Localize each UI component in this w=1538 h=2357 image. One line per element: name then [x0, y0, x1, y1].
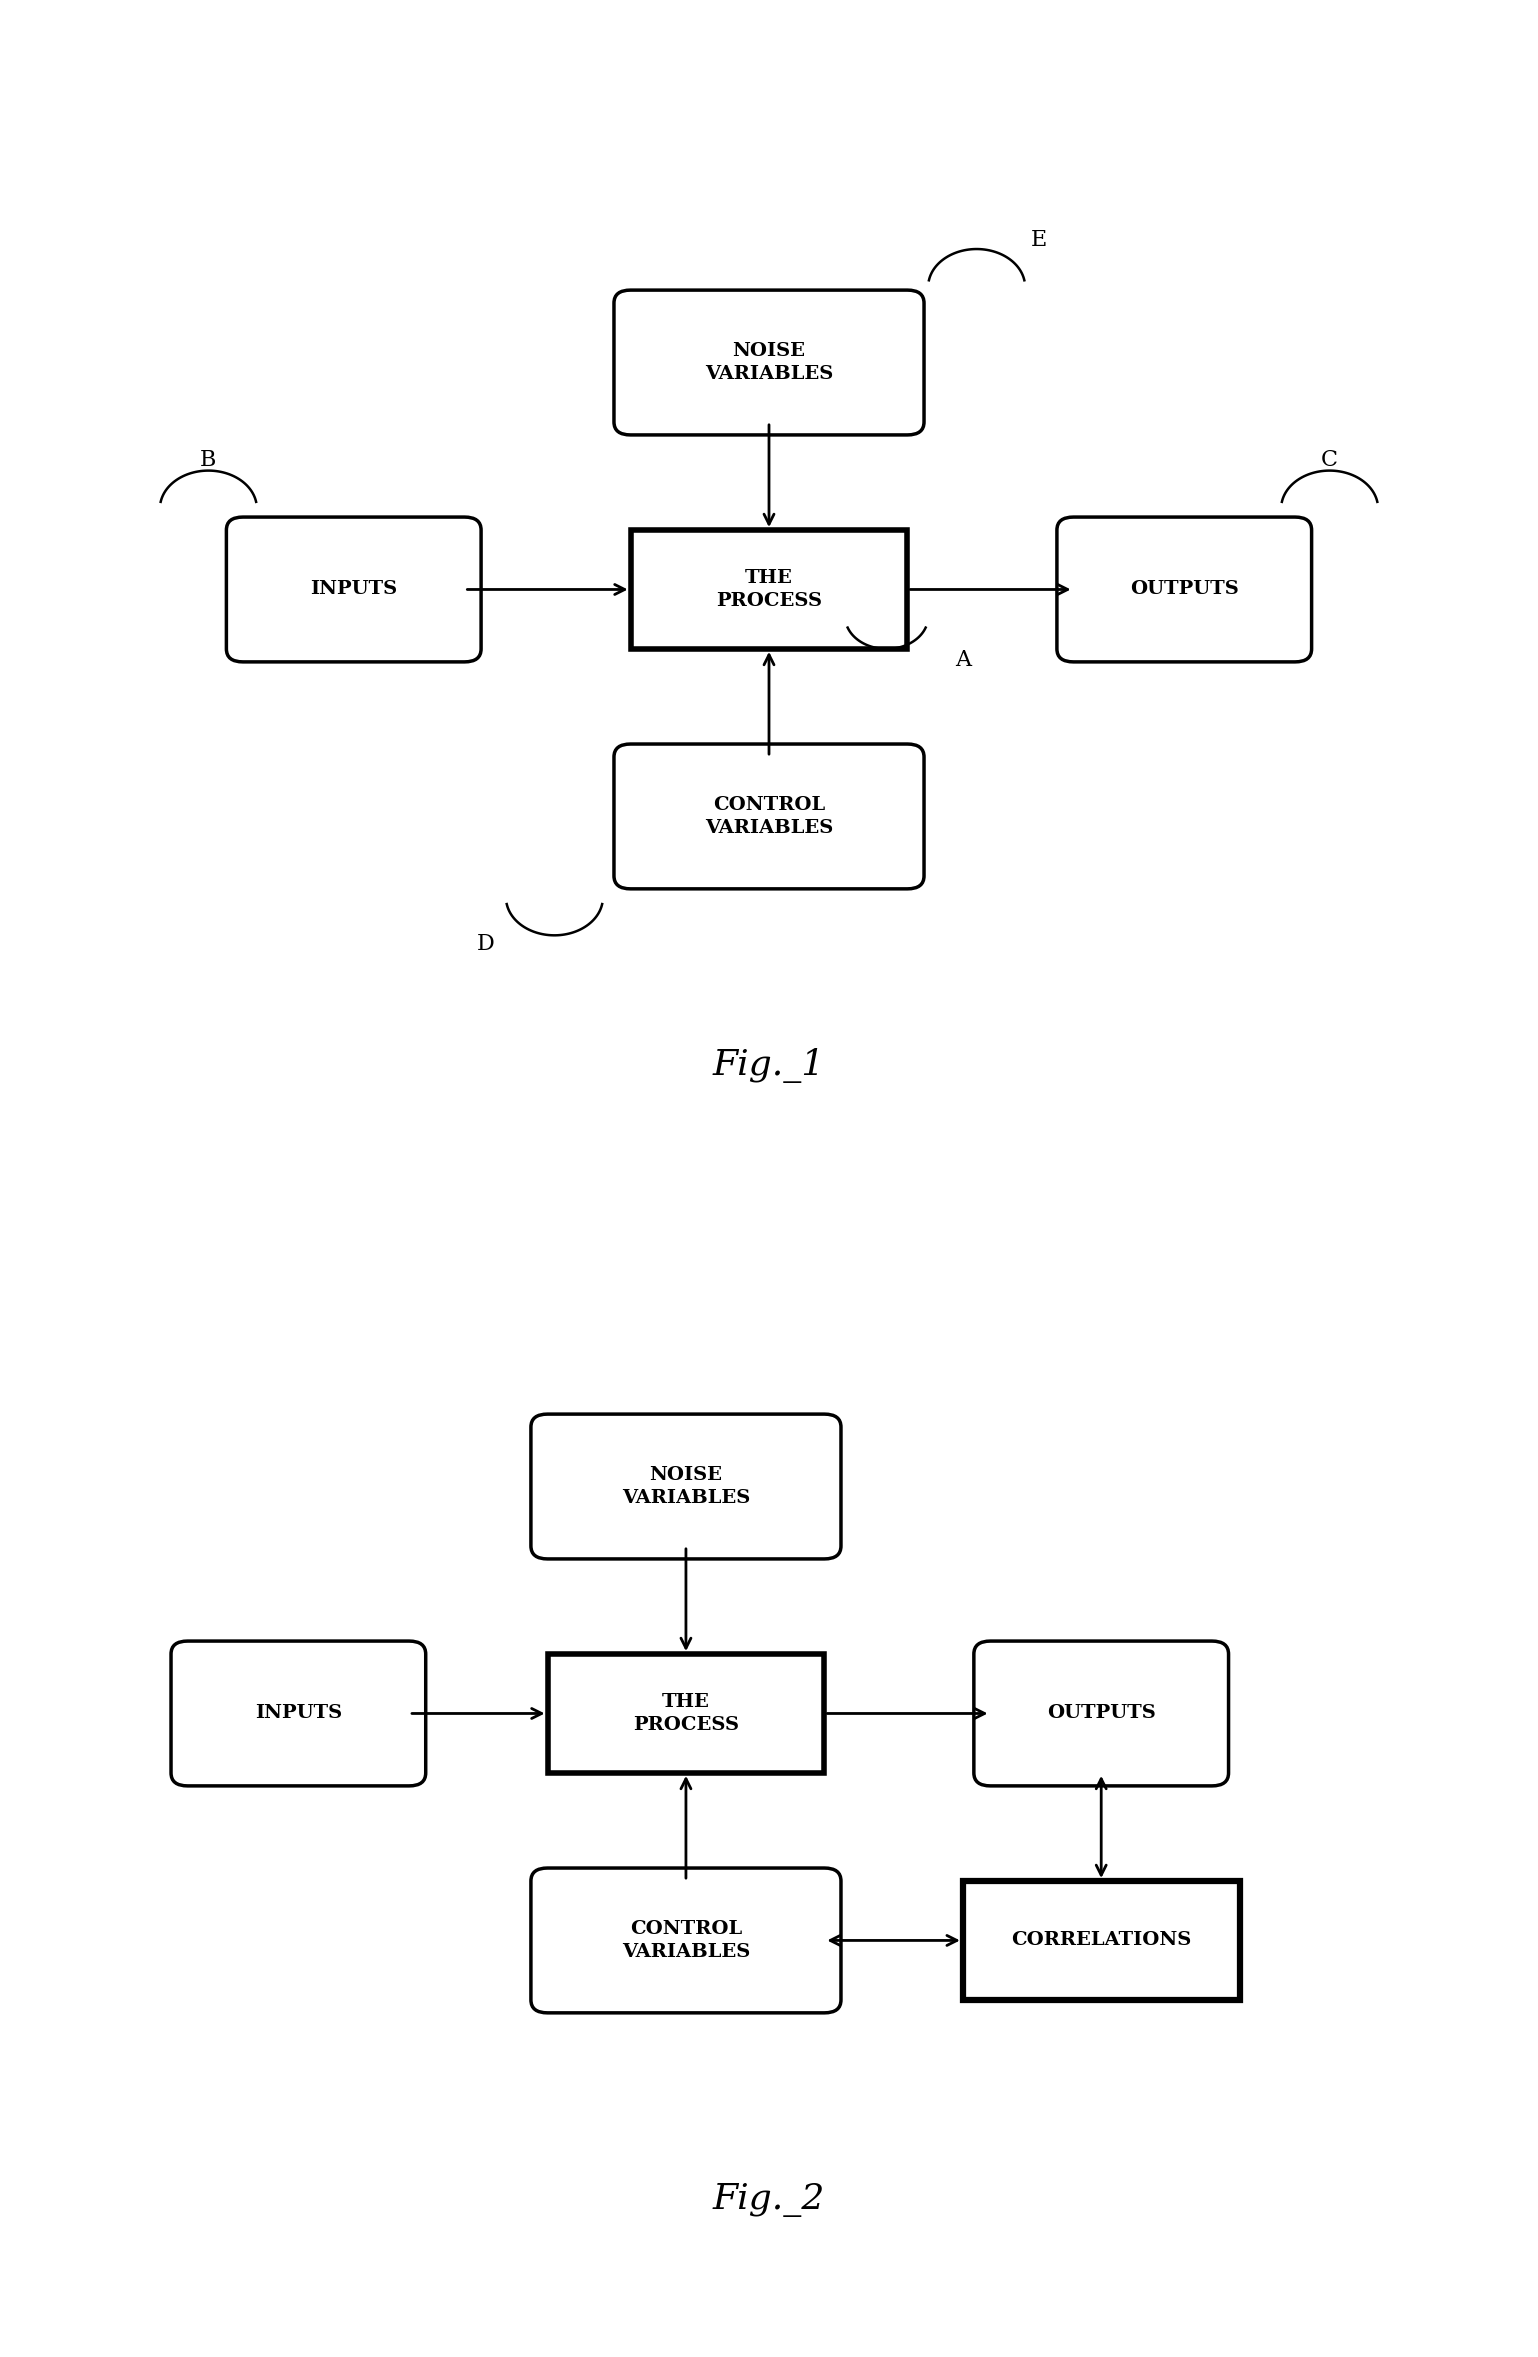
FancyBboxPatch shape [614, 745, 924, 889]
Text: OUTPUTS: OUTPUTS [1047, 1704, 1155, 1723]
Text: A: A [955, 648, 970, 672]
Text: OUTPUTS: OUTPUTS [1130, 580, 1238, 599]
Text: Fig._1: Fig._1 [712, 1047, 826, 1082]
Text: Fig._2: Fig._2 [712, 2183, 826, 2218]
FancyBboxPatch shape [531, 1869, 841, 2013]
Text: THE
PROCESS: THE PROCESS [634, 1692, 738, 1735]
FancyBboxPatch shape [1057, 516, 1312, 662]
Text: CONTROL
VARIABLES: CONTROL VARIABLES [621, 1921, 751, 1961]
Text: C: C [1321, 448, 1338, 471]
FancyBboxPatch shape [974, 1640, 1229, 1787]
Text: D: D [477, 933, 494, 955]
Text: CORRELATIONS: CORRELATIONS [1010, 1930, 1192, 1949]
FancyBboxPatch shape [631, 530, 907, 648]
Text: INPUTS: INPUTS [255, 1704, 341, 1723]
FancyBboxPatch shape [226, 516, 481, 662]
Text: CONTROL
VARIABLES: CONTROL VARIABLES [704, 797, 834, 837]
Text: INPUTS: INPUTS [311, 580, 397, 599]
FancyBboxPatch shape [963, 1881, 1240, 1999]
FancyBboxPatch shape [171, 1640, 426, 1787]
Text: THE
PROCESS: THE PROCESS [717, 570, 821, 610]
FancyBboxPatch shape [531, 1414, 841, 1558]
Text: E: E [1030, 229, 1047, 252]
FancyBboxPatch shape [614, 290, 924, 436]
Text: NOISE
VARIABLES: NOISE VARIABLES [621, 1466, 751, 1506]
FancyBboxPatch shape [548, 1655, 824, 1772]
Text: B: B [200, 448, 217, 471]
Text: NOISE
VARIABLES: NOISE VARIABLES [704, 342, 834, 382]
